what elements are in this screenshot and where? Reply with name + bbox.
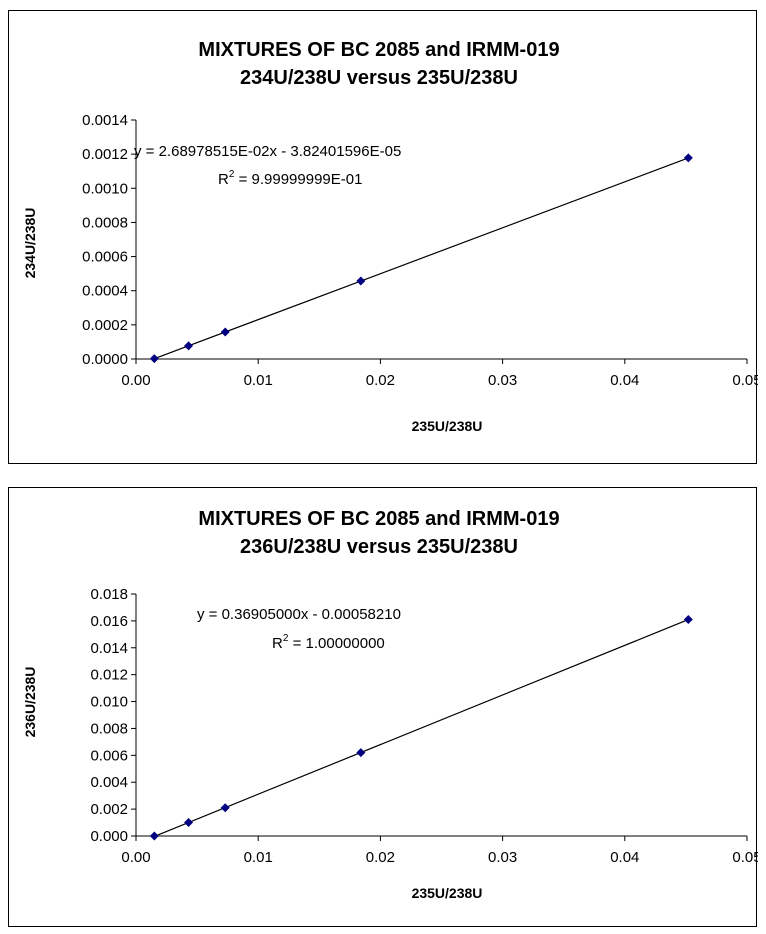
chart-2-plot-area: 0.0000.0020.0040.0060.0080.0100.0120.014… (90, 586, 758, 866)
chart-panel-2: MIXTURES OF BC 2085 and IRMM-019 236U/23… (8, 487, 758, 927)
chart-2-r2-sup: 2 (283, 633, 289, 644)
chart-2-ylabel: 236U/238U (22, 667, 38, 738)
chart-2-data-point (149, 831, 159, 841)
chart-1-y-tick-label: 0.0006 (82, 249, 128, 266)
chart-1-ylabel: 234U/238U (22, 208, 38, 279)
chart-1-svg: MIXTURES OF BC 2085 and IRMM-019 234U/23… (22, 39, 758, 434)
chart-1-y-tick-label: 0.0010 (82, 180, 128, 197)
chart-2-y-tick-label: 0.000 (90, 828, 128, 845)
chart-1-x-tick-label: 0.05 (732, 372, 758, 389)
chart-2-y-tick-label: 0.008 (90, 720, 128, 737)
chart-2-x-tick-label: 0.02 (366, 849, 395, 866)
chart-1-r2-sup: 2 (229, 169, 235, 180)
chart-1-x-tick-label: 0.03 (488, 372, 517, 389)
chart-2-y-tick-label: 0.012 (90, 667, 128, 684)
chart-2-r2-value: = 1.00000000 (288, 635, 384, 652)
chart-2-x-tick-label: 0.04 (610, 849, 639, 866)
chart-1-y-tick-label: 0.0002 (82, 317, 128, 334)
chart-1-r2-value: = 9.99999999E-01 (234, 171, 362, 188)
chart-1-y-tick-label: 0.0012 (82, 146, 128, 163)
chart-2-y-tick-label: 0.010 (90, 694, 128, 711)
chart-1-equation: y = 2.68978515E-02x - 3.82401596E-05 (134, 143, 401, 160)
chart-1-x-tick-label: 0.00 (121, 372, 150, 389)
chart-1-r2: R2 = 9.99999999E-01 (218, 169, 362, 188)
chart-1-data-point (149, 354, 159, 364)
chart-1-title: MIXTURES OF BC 2085 and IRMM-019 (198, 39, 559, 61)
chart-1-r2-label: R (218, 171, 229, 188)
chart-1-y-tick-label: 0.0000 (82, 351, 128, 368)
chart-1-x-tick-label: 0.01 (244, 372, 273, 389)
chart-2-y-tick-label: 0.004 (90, 774, 128, 791)
chart-2-x-tick-label: 0.05 (732, 849, 758, 866)
chart-2-y-tick-label: 0.002 (90, 801, 128, 818)
chart-1-y-tick-label: 0.0014 (82, 112, 128, 129)
chart-panel-1: MIXTURES OF BC 2085 and IRMM-019 234U/23… (8, 10, 758, 464)
chart-1-data-point (184, 341, 194, 351)
chart-1-x-tick-label: 0.02 (366, 372, 395, 389)
chart-1-x-tick-label: 0.04 (610, 372, 639, 389)
chart-2-x-tick-label: 0.00 (121, 849, 150, 866)
chart-2-y-tick-label: 0.006 (90, 747, 128, 764)
chart-2-r2-label: R (272, 635, 283, 652)
chart-1-xlabel: 235U/238U (412, 418, 483, 434)
chart-1-subtitle: 234U/238U versus 235U/238U (240, 67, 518, 89)
chart-2-r2: R2 = 1.00000000 (272, 633, 385, 652)
chart-1-data-point (220, 327, 230, 337)
chart-1-plot-area: 0.0000 0.0002 0.0004 0.0006 0.0008 0.0010 0.00… (82, 112, 758, 389)
chart-2-trendline (154, 619, 689, 837)
chart-2-title: MIXTURES OF BC 2085 and IRMM-019 (198, 508, 559, 530)
chart-2-y-tick-label: 0.016 (90, 613, 128, 630)
chart-2-data-point (356, 748, 366, 758)
chart-2-x-tick-label: 0.03 (488, 849, 517, 866)
chart-2-xlabel: 235U/238U (412, 885, 483, 901)
chart-2-subtitle: 236U/238U versus 235U/238U (240, 536, 518, 558)
chart-2-data-point (184, 818, 194, 828)
chart-1-data-point (356, 276, 366, 286)
chart-2-svg: MIXTURES OF BC 2085 and IRMM-019 236U/23… (22, 508, 758, 901)
chart-2-data-point (683, 615, 693, 625)
chart-1-y-tick-label: 0.0004 (82, 283, 128, 300)
chart-2-data-point (220, 803, 230, 813)
chart-1-data-point (683, 153, 693, 163)
chart-2-y-tick-label: 0.018 (90, 586, 128, 603)
chart-2-equation: y = 0.36905000x - 0.00058210 (197, 606, 401, 623)
chart-1-y-tick-label: 0.0008 (82, 214, 128, 231)
chart-2-x-tick-label: 0.01 (244, 849, 273, 866)
chart-2-y-tick-label: 0.014 (90, 640, 128, 657)
chart-1-trendline (154, 157, 689, 360)
